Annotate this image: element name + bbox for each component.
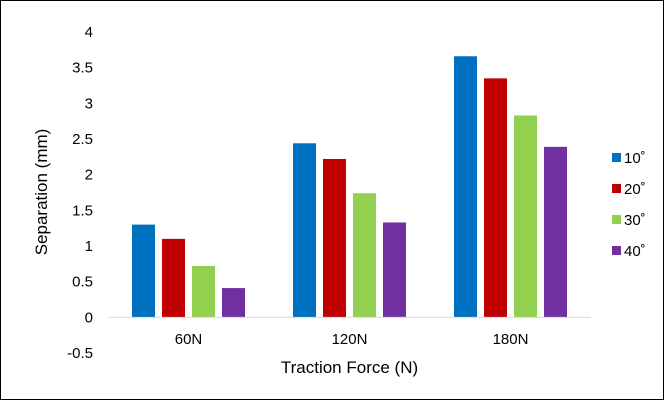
bar-180N-series-2: [484, 78, 507, 318]
y-tick-label: 4: [85, 24, 93, 41]
y-tick-label: 0: [85, 309, 93, 326]
legend-swatch: [612, 215, 621, 224]
bar-180N-series-4: [544, 146, 567, 318]
legend-swatch: [612, 153, 621, 162]
bar-120N-series-3: [353, 193, 376, 318]
legend-swatch: [612, 246, 621, 255]
bar-180N-series-3: [514, 115, 537, 318]
x-tick-label: 180N: [493, 331, 529, 348]
legend-label: 30˚: [624, 212, 646, 229]
bars: [132, 56, 567, 318]
y-tick-label: 3: [85, 95, 93, 112]
y-tick-label: 0.5: [72, 274, 93, 291]
x-tick-label: 120N: [332, 331, 368, 348]
y-tick-label: 1: [85, 238, 93, 255]
legend-label: 40˚: [624, 243, 646, 260]
y-axis-title: Separation (mm): [32, 129, 51, 256]
bar-120N-series-2: [323, 158, 346, 318]
bar-60N-series-4: [222, 288, 245, 318]
bar-60N-series-2: [162, 238, 185, 318]
y-tick-label: 2.5: [72, 131, 93, 148]
legend-label: 10˚: [624, 150, 646, 167]
x-tick-label: 60N: [175, 331, 203, 348]
bar-120N-series-1: [293, 143, 316, 318]
bar-60N-series-1: [132, 224, 155, 318]
legend-label: 20˚: [624, 181, 646, 198]
y-tick-label: 2: [85, 167, 93, 184]
legend-swatch: [612, 184, 621, 193]
bar-60N-series-3: [192, 265, 215, 318]
bar-120N-series-4: [383, 222, 406, 318]
y-axis-ticks: -0.5 0 0.5 1 1.5 2 2.5 3 3.5 4: [67, 24, 93, 362]
legend: 10˚ 20˚ 30˚ 40˚: [612, 150, 646, 260]
x-axis-title: Traction Force (N): [281, 358, 418, 377]
y-tick-label: 1.5: [72, 202, 93, 219]
y-tick-label: 3.5: [72, 60, 93, 77]
bar-180N-series-1: [454, 56, 477, 318]
y-tick-label: -0.5: [67, 345, 93, 362]
x-axis-ticks: 60N 120N 180N: [175, 331, 529, 348]
